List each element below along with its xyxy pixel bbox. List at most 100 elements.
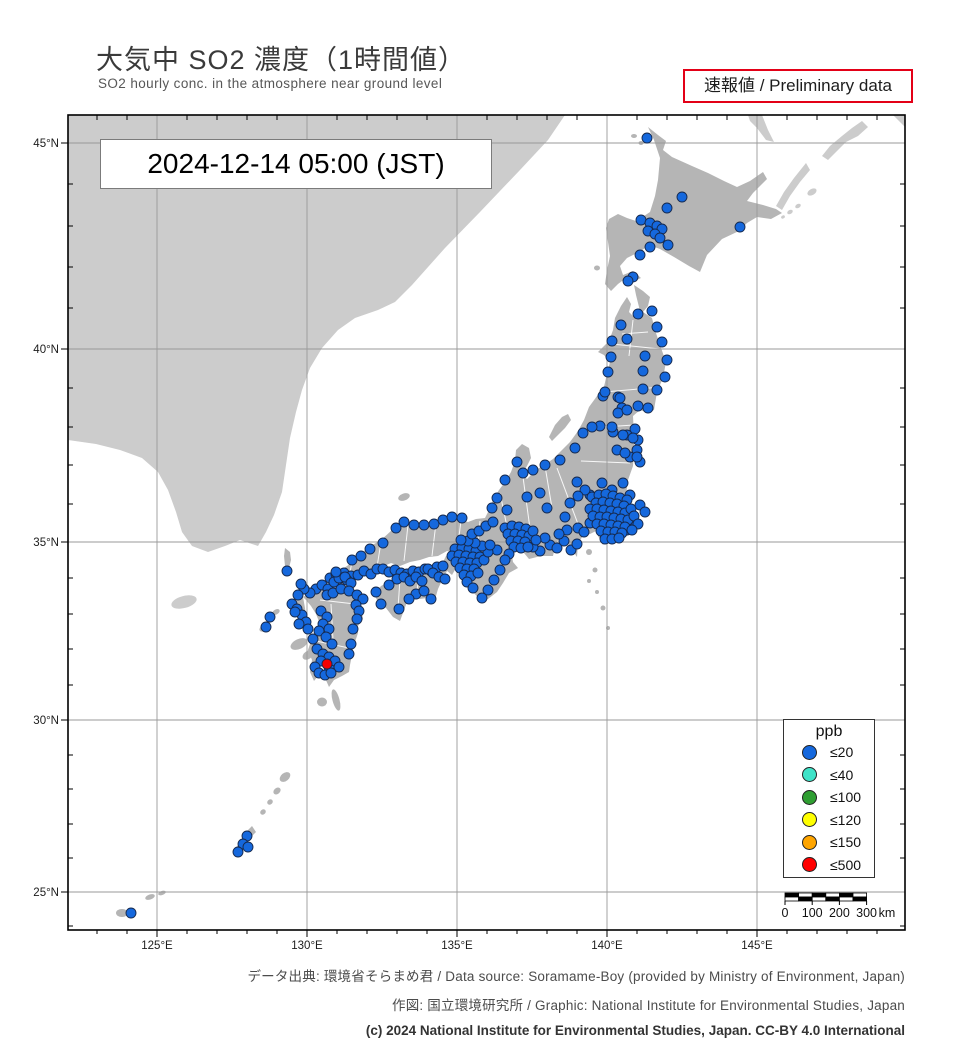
station-dot-blue [539,459,551,471]
station-dot-blue [326,638,338,650]
station-dot-blue [646,305,658,317]
station-dot-blue [637,383,649,395]
station-dot-blue [377,537,389,549]
station-dot-blue [572,490,584,502]
station-dot-blue [293,618,305,630]
axis-ticks [61,115,905,937]
station-dot-blue [346,554,358,566]
station-dot-blue [639,506,651,518]
station-dot-blue [437,514,449,526]
lat-axis-label: 45°N [33,138,59,150]
japan-island [587,579,591,583]
japan-island [290,638,308,650]
legend-title: ppb [815,723,843,740]
station-dot-blue [390,522,402,534]
station-dot-blue [661,354,673,366]
station-dot-blue [631,451,643,463]
legend-color-dot [802,812,817,828]
scale-bar-tick-label: 0 [782,906,789,920]
station-dot-blue [494,564,506,576]
lat-axis-label: 30°N [33,715,59,727]
station-dot-blue [345,638,357,650]
japan-island [145,894,155,900]
station-dot-blue [602,366,614,378]
japan-island [600,605,606,611]
station-dot-blue [370,586,382,598]
station-dot-blue [437,560,449,572]
station-dot-blue [302,623,314,635]
japan-island [267,799,273,805]
lat-axis-label: 35°N [33,537,59,549]
station-dot-blue [281,565,293,577]
station-dot-blue [617,477,629,489]
station-dot-blue [511,456,523,468]
station-dot-blue [487,516,499,528]
station-dot-blue [491,492,503,504]
legend-item-label: ≤500 [830,856,862,873]
station-dot-blue [343,648,355,660]
station-dot-blue [125,907,137,919]
station-dot-blue [527,525,539,537]
station-dot-blue [661,202,673,214]
japan-island [586,549,592,555]
station-dot-blue [476,592,488,604]
lon-axis-label: 135°E [441,940,473,952]
legend-item: ≤40 [784,764,874,787]
station-dot-blue [554,454,566,466]
legend-item: ≤100 [784,786,874,809]
legend-item-label: ≤20 [830,744,854,761]
station-dot-blue [605,351,617,363]
japan-island [317,697,327,707]
lon-axis-label: 125°E [141,940,173,952]
legend-color-dot [802,834,817,850]
station-dot-blue [613,532,625,544]
station-dot-blue [617,429,629,441]
station-dot-blue [517,467,529,479]
legend-item: ≤20 [784,741,874,764]
legend-items: ≤20 ≤40 ≤100 ≤120 ≤150 ≤500 [784,741,874,876]
station-dot-blue [418,519,430,531]
japan-island [331,689,341,711]
japan-island [260,809,266,815]
japan-landmass [335,285,666,601]
prefecture-border-line [330,603,334,641]
station-dot-blue [571,538,583,550]
continent-island [807,188,817,196]
japan-island [592,567,598,573]
station-dot-blue [289,606,301,618]
continent-island [795,203,801,209]
station-dot-blue [486,502,498,514]
prefecture-border-line [556,467,579,525]
station-dot-blue [569,442,581,454]
station-dot-red [321,658,333,670]
station-dot-blue [651,384,663,396]
scale-bar-tick-label: 200 [829,906,850,920]
station-dot-blue [425,593,437,605]
station-dot-blue [260,621,272,633]
legend-color-dot [802,767,817,783]
station-dot-blue [439,573,451,585]
japan-island [279,772,291,782]
station-dot-blue [642,402,654,414]
station-dot-blue [242,841,254,853]
japan-landmass [284,548,291,568]
station-dot-blue [635,214,647,226]
station-dot-blue [586,421,598,433]
station-dot-blue [499,474,511,486]
legend-item-label: ≤40 [830,766,854,783]
japan-island [594,265,600,271]
station-dot-blue [347,623,359,635]
prefecture-border-line [319,599,356,605]
station-dot-blue [501,504,513,516]
station-dot-blue [632,308,644,320]
station-dot-blue [446,511,458,523]
station-dot-blue [325,667,337,679]
station-dot-blue [467,582,479,594]
station-dot-blue [599,386,611,398]
japan-island [398,493,410,501]
station-dot-blue [619,447,631,459]
lon-axis-label: 140°E [591,940,623,952]
station-dot-blue [577,427,589,439]
station-dot-blue [408,519,420,531]
station-dot-blue [656,336,668,348]
